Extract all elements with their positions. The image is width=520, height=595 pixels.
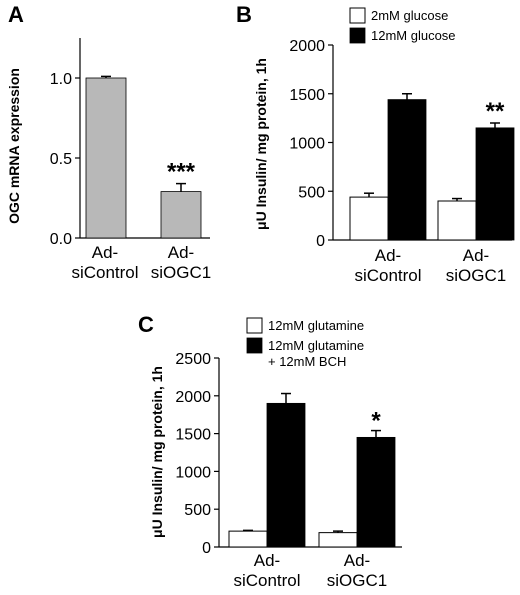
y-tick-label: 2000 xyxy=(175,389,211,406)
category-label-line: Ad- xyxy=(463,246,489,265)
significance-marker: ** xyxy=(486,98,505,125)
bar xyxy=(356,436,396,548)
category-label-line: siControl xyxy=(71,263,138,282)
bar xyxy=(318,532,358,548)
bar xyxy=(437,200,477,241)
category-label-line: siOGC1 xyxy=(151,263,211,282)
legend-label-line: 2mM glucose xyxy=(371,8,448,23)
panel-letter: B xyxy=(236,2,252,27)
category-label-line: Ad- xyxy=(375,246,401,265)
bar xyxy=(266,402,306,548)
category-label-line: Ad- xyxy=(168,243,194,262)
legend-label: 2mM glucose xyxy=(371,8,448,23)
y-tick-label: 1.0 xyxy=(50,71,72,88)
panel-b: B 0 500 1000 1500 2000 μU Insulin/ mg protein,… xyxy=(236,2,515,285)
panel-a: A 0.0 0.5 1.0 OGC mRNA expression Ad-siContro… xyxy=(6,2,211,282)
y-tick-label: 0.5 xyxy=(50,151,72,168)
bar xyxy=(228,530,268,548)
legend-label-line: + 12mM BCH xyxy=(268,354,346,369)
category-label: Ad-siControl xyxy=(354,246,421,285)
y-tick-label: 1500 xyxy=(175,427,211,444)
y-tick-label: 500 xyxy=(184,502,211,519)
bar xyxy=(387,99,427,241)
y-tick-label: 2000 xyxy=(289,38,325,55)
panel-letter: C xyxy=(138,312,154,337)
y-tick-label: 0 xyxy=(202,540,211,557)
category-label-line: siOGC1 xyxy=(446,266,506,285)
legend-label-line: 12mM glucose xyxy=(371,28,456,43)
y-tick-label: 1000 xyxy=(175,464,211,481)
legend-swatch xyxy=(349,27,366,44)
y-axis-title: OGC mRNA expression xyxy=(6,68,22,224)
significance-marker: *** xyxy=(167,159,196,186)
y-axis-title: μU Insulin/ mg protein, 1h xyxy=(253,58,269,230)
panel-letter: A xyxy=(8,2,24,27)
legend-label: 12mM glutamine xyxy=(268,318,364,333)
category-label: Ad-siOGC1 xyxy=(327,551,387,590)
bar xyxy=(160,191,202,239)
bar xyxy=(475,127,515,241)
legend-label-line: 12mM glutamine xyxy=(268,318,364,333)
significance-marker: * xyxy=(371,408,381,435)
panel-c: C 0 500 1000 1500 2000 2500 μU Insulin/ mg prot… xyxy=(138,312,402,590)
bar xyxy=(349,196,389,241)
category-label: Ad-siOGC1 xyxy=(151,243,211,282)
y-tick-label: 0 xyxy=(316,233,325,250)
category-label-line: siControl xyxy=(233,571,300,590)
legend-label-line: 12mM glutamine xyxy=(268,338,364,353)
category-label: Ad-siOGC1 xyxy=(446,246,506,285)
legend-swatch xyxy=(246,317,263,334)
y-tick-label: 0.0 xyxy=(50,231,72,248)
category-label-line: Ad- xyxy=(92,243,118,262)
category-label-line: siOGC1 xyxy=(327,571,387,590)
category-label: Ad-siControl xyxy=(71,243,138,282)
category-label-line: Ad- xyxy=(254,551,280,570)
category-label: Ad-siControl xyxy=(233,551,300,590)
y-tick-label: 2500 xyxy=(175,351,211,368)
y-tick-label: 500 xyxy=(298,184,325,201)
legend-label: 12mM glucose xyxy=(371,28,456,43)
legend-label: 12mM glutamine + 12mM BCH xyxy=(268,338,364,369)
legend-swatch xyxy=(246,337,263,354)
y-tick-label: 1500 xyxy=(289,87,325,104)
legend: 2mM glucose 12mM glucose xyxy=(349,7,456,44)
y-tick-label: 1000 xyxy=(289,136,325,153)
y-axis-title: μU Insulin/ mg protein, 1h xyxy=(149,366,165,538)
category-label-line: Ad- xyxy=(344,551,370,570)
category-label-line: siControl xyxy=(354,266,421,285)
bar xyxy=(85,77,127,239)
legend-swatch xyxy=(349,7,366,24)
